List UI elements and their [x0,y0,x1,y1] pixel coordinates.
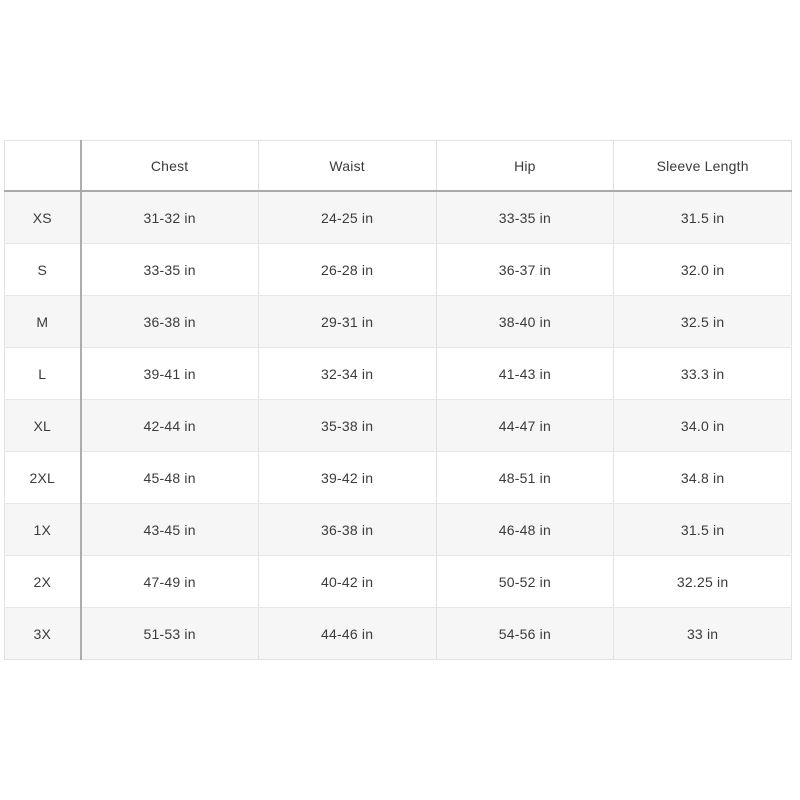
size-column-header [4,140,81,192]
measurement-cell: 36-38 in [79,295,259,348]
table-row: 3X 51-53 in 44-46 in 54-56 in 33 in [4,607,792,660]
measurement-cell: 45-48 in [79,451,259,504]
column-header-hip: Hip [435,140,614,192]
measurement-cell: 24-25 in [257,191,436,244]
measurement-cell: 39-41 in [79,347,259,400]
measurement-cell: 33-35 in [79,243,259,296]
measurement-cell: 34.8 in [613,451,792,504]
table-row: 2X 47-49 in 40-42 in 50-52 in 32.25 in [4,555,792,608]
measurement-cell: 38-40 in [435,295,614,348]
size-cell: 1X [4,503,81,556]
measurement-cell: 48-51 in [435,451,614,504]
measurement-cell: 54-56 in [435,607,614,660]
size-cell: L [4,347,81,400]
table-body: XS 31-32 in 24-25 in 33-35 in 31.5 in S 33-35 … [4,191,792,660]
measurement-cell: 36-38 in [257,503,436,556]
measurement-cell: 44-47 in [435,399,614,452]
measurement-cell: 50-52 in [435,555,614,608]
measurement-cell: 34.0 in [613,399,792,452]
table-row: 2XL 45-48 in 39-42 in 48-51 in 34.8 in [4,451,792,504]
measurement-cell: 32.25 in [613,555,792,608]
measurement-cell: 33.3 in [613,347,792,400]
measurement-cell: 32-34 in [257,347,436,400]
measurement-cell: 41-43 in [435,347,614,400]
table-row: M 36-38 in 29-31 in 38-40 in 32.5 in [4,295,792,348]
measurement-cell: 33 in [613,607,792,660]
measurement-cell: 29-31 in [257,295,436,348]
size-cell: M [4,295,81,348]
size-chart: Chest Waist Hip Sleeve Length XS 31-32 in 24-… [4,140,792,660]
measurement-cell: 40-42 in [257,555,436,608]
column-header-chest: Chest [79,140,259,192]
measurement-cell: 35-38 in [257,399,436,452]
measurement-cell: 51-53 in [79,607,259,660]
size-cell: 3X [4,607,81,660]
measurement-cell: 44-46 in [257,607,436,660]
measurement-cell: 31.5 in [613,503,792,556]
measurement-cell: 31-32 in [79,191,259,244]
table-row: XL 42-44 in 35-38 in 44-47 in 34.0 in [4,399,792,452]
table-row: L 39-41 in 32-34 in 41-43 in 33.3 in [4,347,792,400]
measurement-cell: 47-49 in [79,555,259,608]
size-cell: S [4,243,81,296]
measurement-cell: 36-37 in [435,243,614,296]
table-row: S 33-35 in 26-28 in 36-37 in 32.0 in [4,243,792,296]
table-row: XS 31-32 in 24-25 in 33-35 in 31.5 in [4,191,792,244]
measurement-cell: 43-45 in [79,503,259,556]
measurement-cell: 42-44 in [79,399,259,452]
column-header-sleeve-length: Sleeve Length [613,140,792,192]
measurement-cell: 32.5 in [613,295,792,348]
measurement-cell: 33-35 in [435,191,614,244]
size-chart-table: Chest Waist Hip Sleeve Length XS 31-32 in 24-… [4,140,792,660]
size-cell: XS [4,191,81,244]
table-row: 1X 43-45 in 36-38 in 46-48 in 31.5 in [4,503,792,556]
size-cell: XL [4,399,81,452]
measurement-cell: 39-42 in [257,451,436,504]
measurement-cell: 26-28 in [257,243,436,296]
measurement-cell: 46-48 in [435,503,614,556]
column-header-waist: Waist [257,140,436,192]
measurement-cell: 32.0 in [613,243,792,296]
measurement-cell: 31.5 in [613,191,792,244]
size-cell: 2XL [4,451,81,504]
header-row: Chest Waist Hip Sleeve Length [4,140,792,192]
size-cell: 2X [4,555,81,608]
